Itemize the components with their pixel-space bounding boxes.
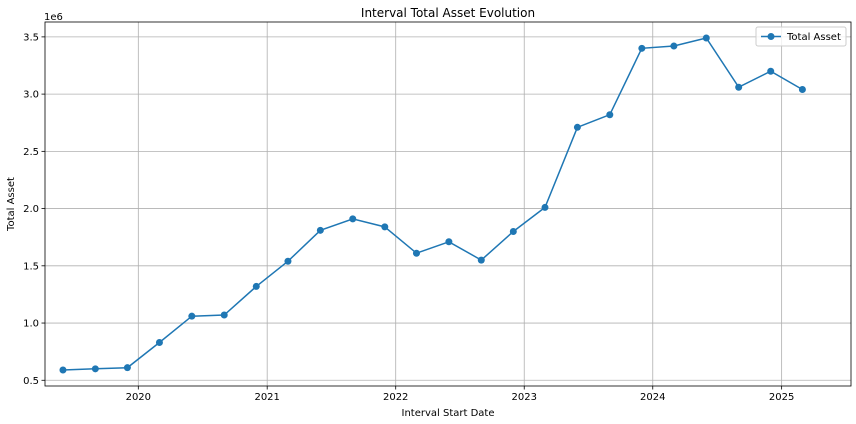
data-point [381, 223, 389, 231]
y-tick-label: 1.0 [23, 319, 39, 330]
data-point [445, 238, 453, 246]
data-point [220, 311, 228, 319]
x-tick-label: 2022 [383, 392, 408, 403]
data-point [573, 123, 581, 131]
y-tick-label: 2.5 [23, 147, 39, 158]
data-point [477, 256, 485, 264]
x-tick-label: 2020 [126, 392, 151, 403]
data-point [316, 226, 324, 234]
chart-title: Interval Total Asset Evolution [361, 6, 535, 20]
data-point [606, 111, 614, 119]
y-tick-label: 3.5 [23, 32, 39, 43]
data-point [252, 282, 260, 290]
legend-marker [767, 33, 775, 40]
data-point [541, 203, 549, 211]
data-point [123, 364, 131, 372]
legend-box [755, 26, 847, 47]
data-point [670, 42, 678, 50]
y-axis-title: Total Asset [6, 177, 17, 232]
y-axis-offset-text: 1e6 [44, 12, 63, 23]
legend-label: Total Asset [786, 32, 841, 43]
x-tick-label: 2023 [512, 392, 537, 403]
series-line [62, 37, 803, 371]
y-tick-label: 1.5 [23, 261, 39, 272]
data-point [509, 227, 517, 235]
x-axis-title: Interval Start Date [402, 408, 495, 419]
y-tick-label: 0.5 [23, 376, 39, 387]
data-point [735, 83, 743, 91]
data-point [155, 339, 163, 347]
data-point [702, 34, 710, 42]
data-point [767, 67, 775, 75]
data-point [638, 44, 646, 52]
y-axis-ticks: 0.5 1.0 1.5 2.0 2.5 3.0 3.5 [23, 32, 45, 387]
data-point [349, 215, 357, 223]
data-point [91, 365, 99, 373]
x-tick-label: 2021 [254, 392, 279, 403]
x-tick-label: 2024 [640, 392, 665, 403]
y-tick-label: 2.0 [23, 204, 39, 215]
series-group [59, 34, 806, 374]
legend: Total Asset [755, 26, 847, 47]
data-point [412, 249, 420, 257]
x-axis-ticks: 2020 2021 2022 2023 2024 2025 [126, 386, 794, 403]
data-point [188, 312, 196, 320]
plot-area-frame [44, 21, 852, 387]
y-tick-label: 3.0 [23, 90, 39, 101]
data-point [798, 86, 806, 94]
x-tick-label: 2025 [769, 392, 794, 403]
grid-lines [45, 22, 851, 386]
data-point [284, 257, 292, 265]
data-point [59, 366, 67, 374]
